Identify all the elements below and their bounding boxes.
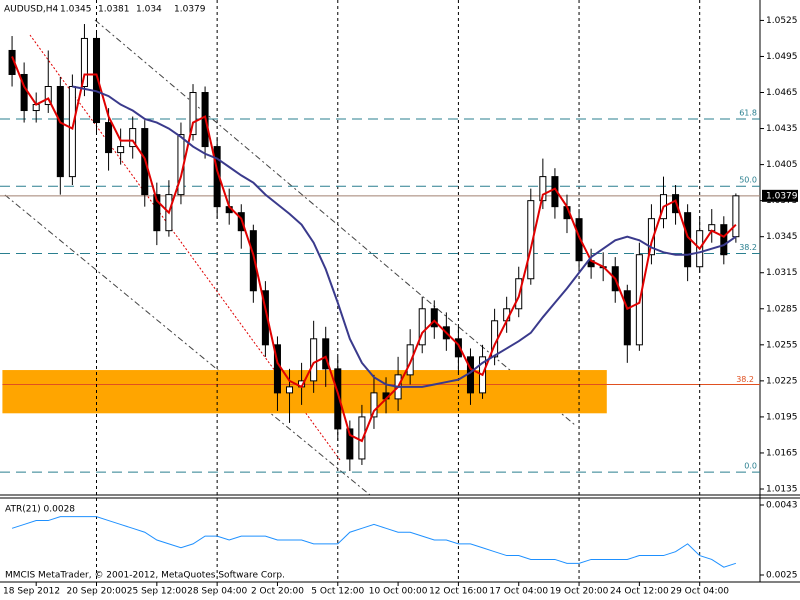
x-tick-label: 24 Oct 12:00 — [610, 587, 669, 597]
x-tick-label: 10 Oct 00:00 — [369, 587, 428, 597]
candle-body — [92, 37, 101, 124]
candle-body — [720, 224, 728, 256]
candle-body — [286, 386, 294, 394]
y-tick-label: 1.0225 — [766, 376, 798, 386]
y-tick-label: 1.0165 — [766, 448, 798, 458]
candle-body — [322, 338, 330, 370]
moving-average — [72, 85, 737, 388]
x-tick-label: 19 Oct 20:00 — [550, 587, 609, 597]
candle-body — [249, 230, 257, 292]
candle-body — [346, 428, 354, 460]
candle-body — [732, 195, 740, 238]
y-tick-label: 1.0405 — [766, 160, 798, 170]
header-value: 1.0345 — [60, 5, 92, 15]
y-tick-label: 1.0285 — [766, 304, 798, 314]
x-tick-label: 12 Oct 16:00 — [429, 587, 488, 597]
fibo-label: 61.8 — [739, 108, 757, 117]
candle-body — [189, 92, 197, 136]
header-value: 1.034 — [136, 5, 162, 15]
y-tick-label: 1.0435 — [766, 124, 798, 134]
candle-body — [117, 146, 125, 154]
x-tick-label: 29 Oct 04:00 — [670, 587, 729, 597]
candle-body — [430, 308, 438, 328]
y-tick-label: 1.0495 — [766, 52, 798, 62]
candle-body — [68, 86, 76, 178]
y-tick-label: 1.0135 — [766, 484, 798, 494]
x-tick-label: 18 Sep 2012 — [3, 587, 60, 597]
fibo-label: 0.0 — [744, 462, 757, 471]
x-tick-label: 25 Sep 12:00 — [127, 587, 187, 597]
y-tick-label: 1.0465 — [766, 88, 798, 98]
fibo-label: 50.0 — [739, 176, 757, 185]
candle-body — [539, 176, 547, 202]
y-tick-label: 1.0525 — [766, 16, 798, 26]
candle-body — [153, 194, 161, 232]
symbol-title: AUDUSD,H4 — [4, 5, 59, 15]
support-zone — [2, 370, 607, 414]
y-tick-label: 1.0345 — [766, 232, 798, 242]
candle-body — [418, 308, 426, 346]
channel-line — [4, 194, 371, 496]
y-tick-label: 1.0195 — [766, 412, 798, 422]
atr-line — [11, 516, 737, 568]
candle-body — [334, 368, 342, 430]
x-tick-label: 17 Oct 04:00 — [489, 587, 548, 597]
candle-body — [370, 392, 378, 418]
header-value: 1.0379 — [174, 5, 206, 15]
candle-body — [129, 128, 137, 148]
header-value: 1.0381 — [98, 5, 130, 15]
price-marker — [762, 189, 798, 202]
candle-body — [44, 86, 52, 106]
moving-average — [11, 56, 737, 443]
candle-body — [358, 416, 366, 460]
y-tick-label: 0.0025 — [766, 571, 798, 581]
candle-body — [105, 122, 113, 154]
candle-body — [575, 218, 583, 262]
atr-label: ATR(21) 0.0028 — [5, 505, 75, 515]
candle-body — [80, 37, 88, 88]
fibo-label: 38.2 — [739, 243, 757, 252]
y-tick-label: 0.0043 — [766, 501, 798, 511]
x-tick-label: 28 Sep 04:00 — [187, 587, 247, 597]
price-marker-label: 1.0379 — [766, 191, 798, 201]
candle-body — [623, 290, 631, 346]
y-tick-label: 1.0315 — [766, 268, 798, 278]
candle-body — [310, 338, 318, 382]
x-tick-label: 5 Oct 12:00 — [311, 587, 364, 597]
y-tick-label: 1.0255 — [766, 340, 798, 350]
x-tick-label: 20 Sep 20:00 — [66, 587, 126, 597]
copyright: MMCIS MetaTrader, © 2001-2012, MetaQuote… — [5, 571, 285, 581]
candle-body — [406, 344, 414, 376]
zone-level-label: 38.2 — [736, 375, 754, 384]
candle-body — [56, 86, 64, 178]
candle-body — [454, 338, 462, 358]
x-tick-label: 2 Oct 20:00 — [251, 587, 304, 597]
